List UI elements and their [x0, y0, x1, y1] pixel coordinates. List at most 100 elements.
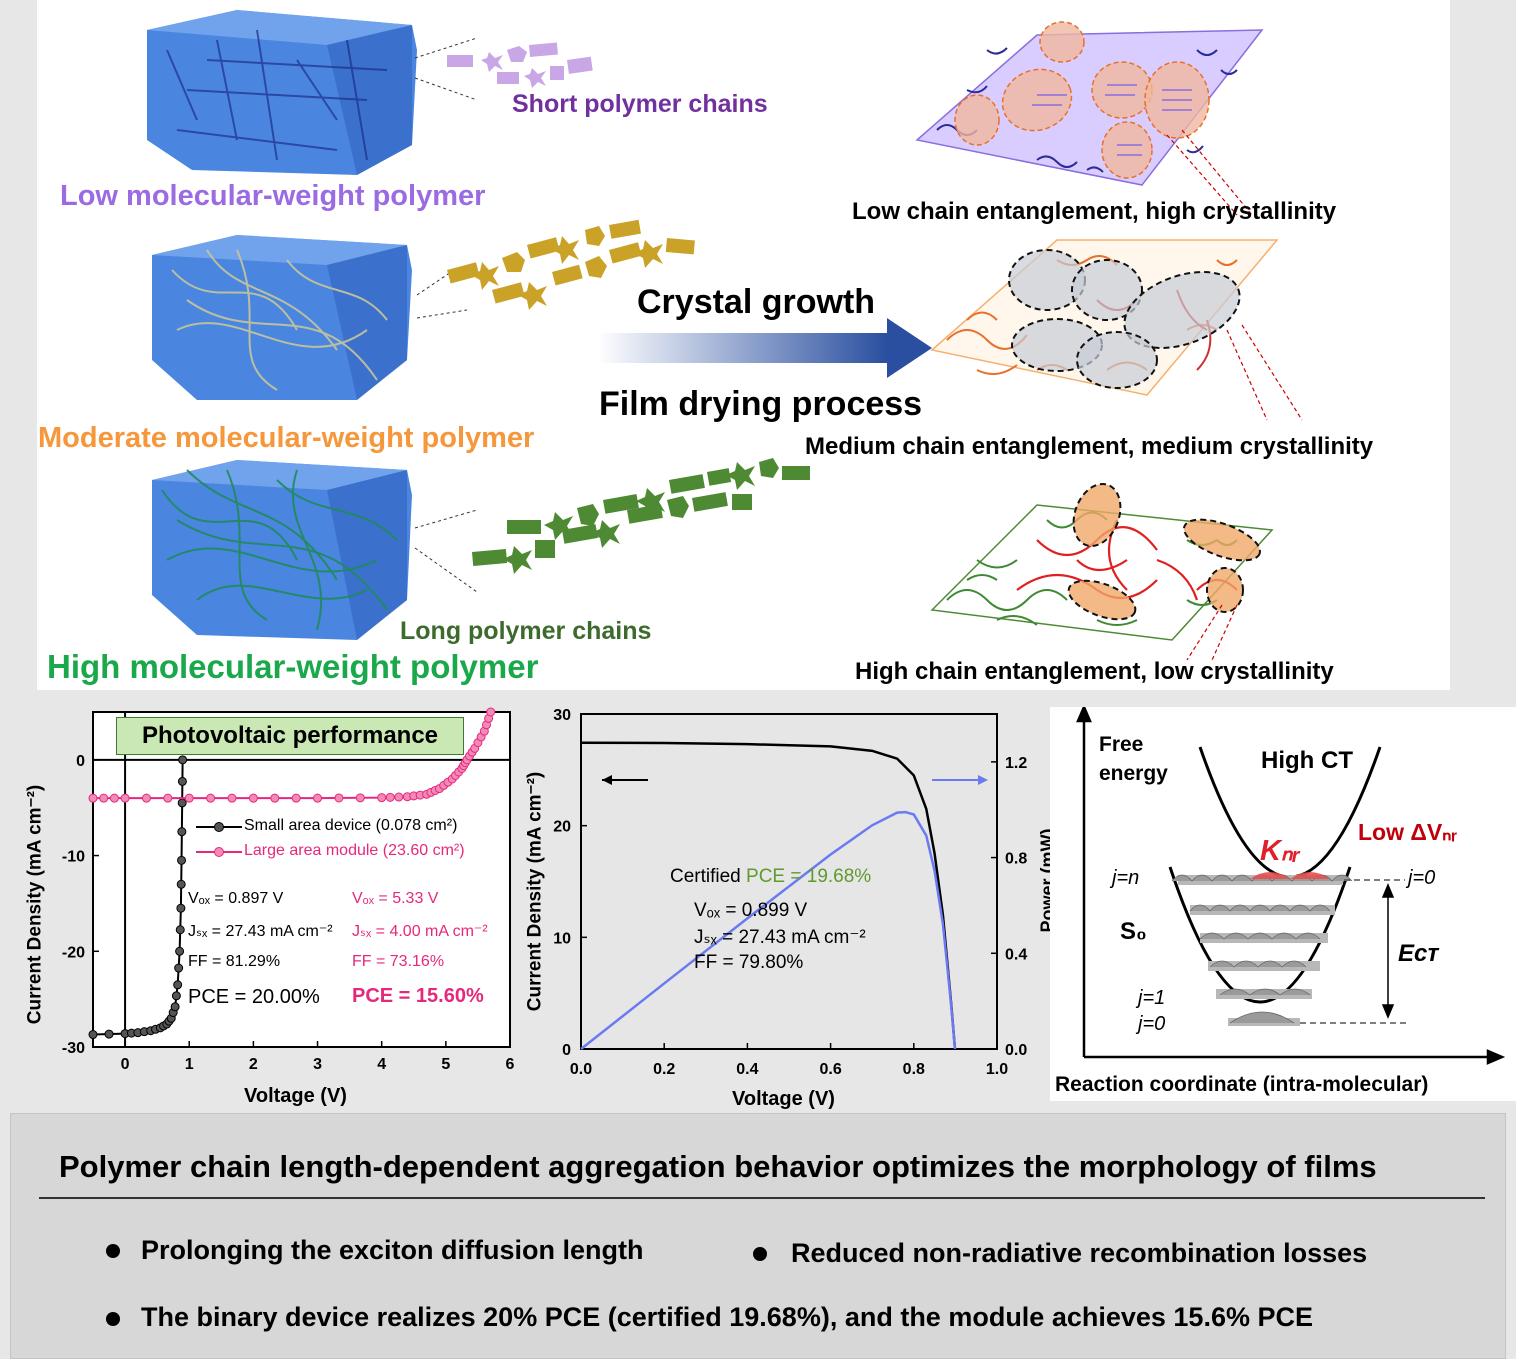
- jv-data-point: [334, 793, 344, 803]
- jv-plot-area: [92, 711, 511, 1048]
- bullet-icon: [106, 1244, 120, 1258]
- bullet-2: Reduced non-radiative recombination loss…: [791, 1238, 1368, 1268]
- jv-data-point: [120, 793, 130, 803]
- high-mw-label: High molecular-weight polymer: [47, 648, 539, 685]
- long-chains-label: Long polymer chains: [400, 617, 652, 645]
- high-ct-label: High CT: [1261, 747, 1353, 774]
- small-voc: Vₒₓ = 0.897 V: [188, 890, 284, 907]
- jv-x-tick-label: 0: [121, 1056, 130, 1073]
- jv-data-point: [109, 793, 119, 803]
- crystal-growth-label: Crystal growth: [637, 283, 876, 321]
- certified-pce: PCE = 19.68%: [746, 866, 872, 887]
- cert-x-tick-label: 0.0: [570, 1061, 592, 1078]
- legend-large: Large area module (23.60 cm²): [244, 842, 465, 859]
- jv-data-point: [291, 793, 301, 803]
- level-markers: [1300, 879, 1408, 1024]
- jv-x-tick-label: 1: [185, 1056, 194, 1073]
- small-jsc: Jₛₓ = 27.43 mA cm⁻²: [188, 923, 333, 940]
- jv-x-tick-label: 6: [506, 1056, 515, 1073]
- jv-x-tick-label: 3: [313, 1056, 322, 1073]
- bullet-icon: [106, 1312, 120, 1326]
- jv-data-point: [178, 755, 188, 765]
- cert-y2-tick-label: 0.8: [1005, 851, 1027, 868]
- jv-y-tick-label: -30: [62, 1040, 85, 1057]
- jv-data-point: [176, 903, 186, 913]
- summary-box: Polymer chain length-dependent aggregati…: [10, 1113, 1506, 1359]
- jv-data-point: [184, 793, 194, 803]
- large-jsc: Jₛₓ = 4.00 mA cm⁻²: [352, 923, 488, 940]
- jv-data-point: [170, 1002, 180, 1012]
- cert-xlabel: Voltage (V): [732, 1088, 835, 1110]
- j1-label: j=1: [1138, 987, 1166, 1009]
- energy-diagram-svg: [1076, 707, 1506, 1065]
- certified-line: Certified PCE = 19.68%: [670, 866, 871, 888]
- bullet-1: Prolonging the exciton diffusion length: [141, 1235, 644, 1265]
- left-axis-arrowhead-icon: [602, 775, 612, 785]
- cert-y-tick-label: 30: [553, 707, 571, 724]
- free-energy-label-1: Free: [1099, 733, 1144, 756]
- jv-data-point: [248, 793, 258, 803]
- morphology-panel: Short polymer chains Low molecular-weigh…: [37, 0, 1450, 690]
- legend-marker: [214, 847, 224, 857]
- jv-chart: 0 1 2 3 4 5 6 0 -10 -20 -30 Photovoltaic performan…: [0, 700, 530, 1110]
- s0-label: S₀: [1120, 918, 1147, 945]
- jv-y-tick-label: 0: [76, 753, 85, 770]
- film-medium-label: Medium chain entanglement, medium crysta…: [805, 433, 1374, 460]
- energy-diagram: Free energy High CT Low ΔVₙᵣ Kₙᵣ j=n j=0…: [1050, 707, 1516, 1101]
- jv-x-tick-label: 2: [249, 1056, 258, 1073]
- right-axis-arrowhead-icon: [978, 775, 988, 785]
- cert-y-tick-label: 0: [562, 1042, 571, 1059]
- short-chains-label: Short polymer chains: [512, 90, 768, 118]
- jv-data-point: [355, 793, 365, 803]
- jv-data-point: [176, 879, 186, 889]
- cert-y2-tick-label: 1.2: [1005, 755, 1027, 772]
- large-voc: Vₒₓ = 5.33 V: [352, 890, 439, 907]
- short-chain-segments: [447, 42, 593, 88]
- morphology-illustration: [147, 10, 1303, 661]
- certified-prefix: Certified: [670, 866, 747, 887]
- film-low-label: Low chain entanglement, high crystallini…: [852, 198, 1337, 225]
- legend-small: Small area device (0.078 cm²): [244, 817, 458, 834]
- jv-data-point: [175, 925, 185, 935]
- cert-y-tick-label: 20: [553, 819, 571, 836]
- jv-data-point: [377, 793, 387, 803]
- knr-label: Kₙᵣ: [1260, 835, 1301, 867]
- jv-x-tick-label: 5: [441, 1056, 450, 1073]
- cert-voc: Vₒₓ = 0.899 V: [694, 900, 808, 921]
- jv-data-point: [88, 1030, 98, 1040]
- jv-data-point: [173, 980, 183, 990]
- moderate-chain-segments: [447, 219, 695, 310]
- jv-data-point: [270, 793, 280, 803]
- leader-lines: [414, 37, 478, 593]
- j0-label: j=0: [1138, 1013, 1166, 1035]
- cert-x-tick-label: 0.4: [736, 1061, 758, 1078]
- jv-data-point: [227, 793, 237, 803]
- ect-label: Eᴄᴛ: [1398, 940, 1439, 967]
- jv-data-point: [163, 793, 173, 803]
- jv-data-point: [177, 798, 187, 808]
- moderate-mw-label: Moderate molecular-weight polymer: [38, 422, 535, 454]
- film-high-label: High chain entanglement, low crystallini…: [855, 658, 1334, 685]
- cert-ff: FF = 79.80%: [694, 952, 804, 973]
- cert-chart: 0.0 0.2 0.4 0.6 0.8 1.0 0 10 20 30 0.0 0.4 0.8 1.2 Cu…: [520, 700, 1058, 1110]
- cert-jsc: Jₛₓ = 27.43 mA cm⁻²: [694, 927, 866, 948]
- knr-overlap: [1250, 872, 1330, 879]
- jv-xlabel: Voltage (V): [244, 1085, 347, 1107]
- jv-data-point: [99, 793, 109, 803]
- film-low-entanglement: [915, 21, 1264, 216]
- legend-marker: [214, 822, 224, 832]
- jv-chart-svg: 0 1 2 3 4 5 6 0 -10 -20 -30: [62, 707, 515, 1073]
- jv-data-point: [394, 792, 404, 802]
- polymer-cube-moderate: [152, 235, 412, 400]
- low-dv-label: Low ΔVₙᵣ: [1358, 819, 1458, 845]
- low-mw-label: Low molecular-weight polymer: [60, 180, 486, 212]
- polymer-cube-low: [147, 10, 417, 175]
- film-high-entanglement: [930, 483, 1274, 661]
- large-pce: PCE = 15.60%: [352, 985, 484, 1007]
- jn-label: j=n: [1112, 867, 1140, 889]
- reaction-coordinate-label: Reaction coordinate (intra-molecular): [1055, 1073, 1429, 1096]
- film-medium-entanglement: [930, 239, 1303, 421]
- cert-ylabel-left: Current Density (mA cm⁻²): [524, 771, 546, 1012]
- cert-x-tick-label: 0.6: [819, 1061, 841, 1078]
- cert-y2-tick-label: 0.4: [1005, 946, 1027, 963]
